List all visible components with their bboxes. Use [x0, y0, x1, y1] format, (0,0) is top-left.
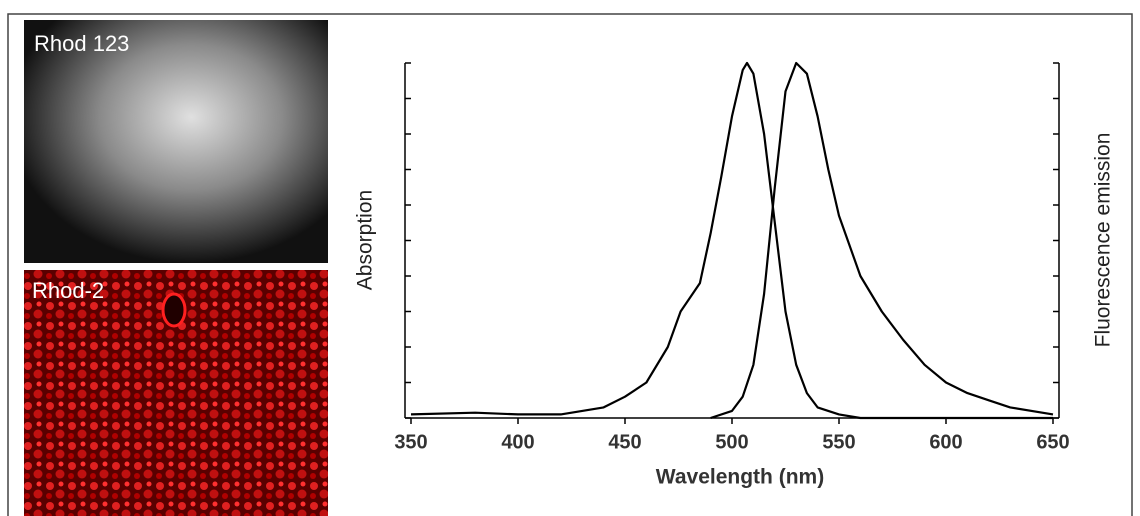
- grayscale-image: [24, 20, 328, 263]
- chart: Wavelength (nm) Absorption Fluorescence …: [354, 61, 1115, 489]
- y-axis-label: Absorption: [354, 190, 377, 290]
- x-tick-label: 600: [929, 431, 962, 453]
- x-tick-label: 550: [822, 431, 855, 453]
- image-panel: Rhod-2: [24, 270, 328, 516]
- x-tick-label: 400: [501, 431, 534, 453]
- x-tick-label: 450: [608, 431, 641, 453]
- x-tick-label: 350: [394, 431, 427, 453]
- series-line: [410, 61, 1053, 420]
- frame: [7, 13, 1133, 516]
- image-label: Rhod 123: [34, 31, 129, 56]
- image-label: Rhod-2: [32, 278, 104, 303]
- y2-axis-label: Fluorescence emission: [1092, 133, 1115, 348]
- image-panel: Rhod 123: [24, 20, 328, 263]
- x-tick-label: 650: [1036, 431, 1069, 453]
- vessel: [161, 292, 187, 328]
- x-axis-label: Wavelength (nm): [656, 466, 824, 489]
- series-line: [710, 61, 1054, 420]
- x-tick-label: 500: [715, 431, 748, 453]
